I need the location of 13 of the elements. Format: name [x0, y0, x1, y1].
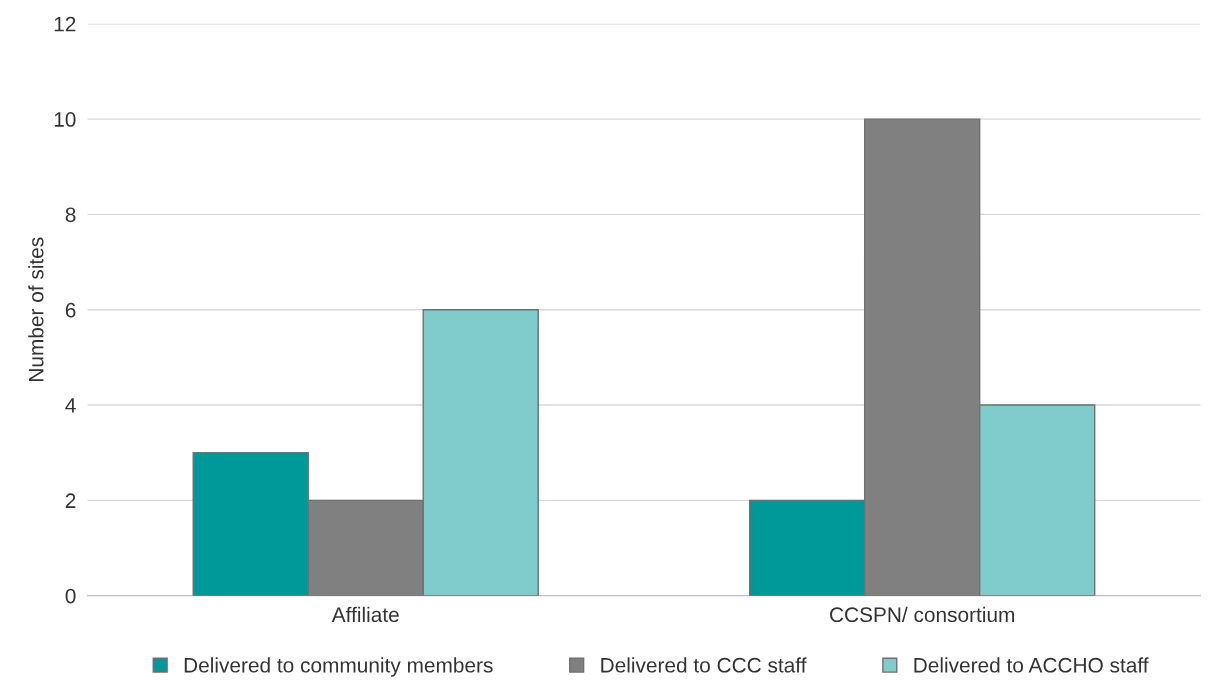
- x-tick-label: CCSPN/ consortium: [830, 606, 1015, 623]
- y-tick-label: 12: [54, 16, 76, 32]
- y-axis-title: Number of sites: [28, 237, 44, 381]
- x-tick-label: Affiliate: [331, 606, 399, 623]
- y-tick-label: 4: [65, 398, 76, 413]
- y-tick-label: 10: [54, 112, 76, 127]
- y-tick-label: 6: [65, 302, 76, 318]
- legend-label: Delivered to community members: [184, 657, 493, 677]
- y-tick-label: 0: [65, 588, 76, 604]
- legend-label: Delivered to ACCHO staff: [914, 657, 1149, 673]
- y-tick-label: 2: [65, 493, 76, 508]
- legend-label: Delivered to CCC staff: [601, 657, 807, 673]
- y-tick-label: 8: [65, 207, 76, 223]
